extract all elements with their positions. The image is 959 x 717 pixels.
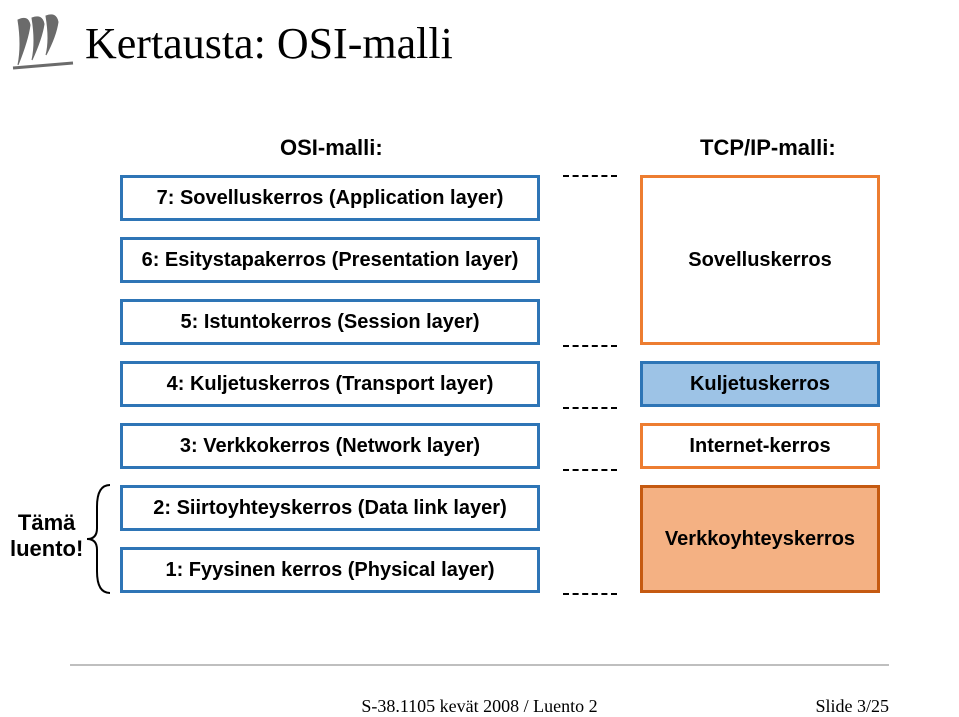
tcp-layer-label: Kuljetuskerros [690,373,830,396]
left-annotation: Tämä luento! [10,510,83,563]
osi-header: OSI-malli: [280,135,383,161]
osi-layer-label: 2: Siirtoyhteyskerros (Data link layer) [153,497,506,520]
tcp-layer-label: Sovelluskerros [688,249,831,272]
tcp-header: TCP/IP-malli: [700,135,836,161]
tcp-layer-internet: Internet-kerros [640,423,880,469]
left-annotation-line2: luento! [10,536,83,561]
osi-layer-2: 2: Siirtoyhteyskerros (Data link layer) [120,485,540,531]
osi-layer-label: 5: Istuntokerros (Session layer) [181,311,480,334]
dashed-connector-1 [563,175,617,177]
osi-layer-label: 1: Fyysinen kerros (Physical layer) [165,559,494,582]
osi-layer-5: 5: Istuntokerros (Session layer) [120,299,540,345]
osi-layer-label: 4: Kuljetuskerros (Transport layer) [167,373,494,396]
tcp-layer-label: Internet-kerros [689,435,830,458]
slide-title: Kertausta: OSI-malli [85,18,453,69]
osi-layer-label: 3: Verkkokerros (Network layer) [180,435,480,458]
osi-layer-label: 7: Sovelluskerros (Application layer) [157,187,504,210]
dashed-connector-5 [563,593,617,595]
tcp-layer-app: Sovelluskerros [640,175,880,345]
tcp-layer-network: Verkkoyhteyskerros [640,485,880,593]
dashed-connector-2 [563,345,617,347]
footer-divider [70,664,889,666]
osi-layer-4: 4: Kuljetuskerros (Transport layer) [120,361,540,407]
logo-icon [8,10,78,80]
footer-right: Slide 3/25 [815,696,889,717]
dashed-connector-4 [563,469,617,471]
dashed-connector-3 [563,407,617,409]
footer-center: S-38.1105 kevät 2008 / Luento 2 [361,696,597,717]
osi-layer-6: 6: Esitystapakerros (Presentation layer) [120,237,540,283]
brace-icon [85,485,115,593]
osi-layer-7: 7: Sovelluskerros (Application layer) [120,175,540,221]
tcp-layer-label: Verkkoyhteyskerros [665,528,855,551]
tcp-layer-transport: Kuljetuskerros [640,361,880,407]
osi-layer-1: 1: Fyysinen kerros (Physical layer) [120,547,540,593]
osi-layer-3: 3: Verkkokerros (Network layer) [120,423,540,469]
osi-layer-label: 6: Esitystapakerros (Presentation layer) [142,249,519,272]
left-annotation-line1: Tämä [18,510,75,535]
